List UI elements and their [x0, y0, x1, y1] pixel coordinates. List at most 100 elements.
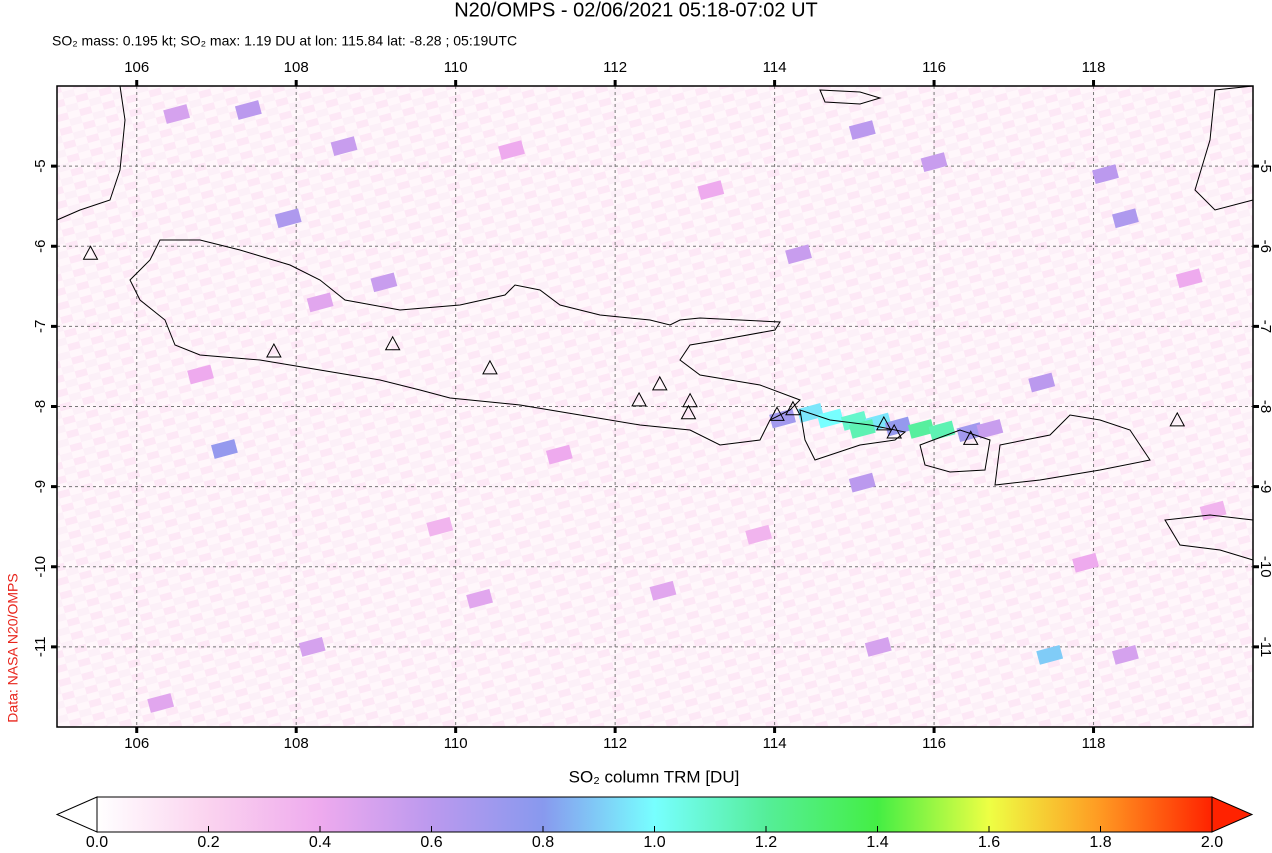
volcano	[682, 392, 698, 408]
y-tick-label: -9	[32, 480, 49, 493]
so2-pixel	[187, 364, 214, 385]
x-tick-label: 108	[284, 735, 309, 752]
x-tick-label: 118	[1082, 59, 1106, 76]
source-note: Data: NASA N20/OMPS	[5, 573, 21, 722]
so2-pixel	[274, 208, 302, 229]
so2-pixel	[163, 104, 191, 124]
volcano	[680, 404, 697, 420]
x-tick-label: 112	[603, 59, 627, 76]
so2-pixel	[545, 444, 573, 465]
so2-pixel	[649, 580, 677, 601]
y-tick-label: -8	[32, 400, 49, 413]
colorbar-segment	[431, 797, 544, 832]
colorbar-tick-label: 0.0	[86, 834, 108, 851]
volcano	[651, 375, 668, 391]
so2-pixel	[864, 637, 892, 657]
y-tick-label: -9	[1257, 480, 1272, 493]
volcano	[82, 245, 99, 260]
x-tick-label: 112	[603, 735, 627, 752]
colorbar-arrow-high	[1211, 796, 1254, 833]
x-tick-label: 116	[922, 735, 946, 752]
colorbar-tick-label: 0.2	[197, 834, 219, 851]
colorbar-tick-label: 1.4	[866, 834, 888, 851]
so2-pixel	[1072, 552, 1099, 573]
x-tick-label: 110	[444, 59, 468, 76]
so2-pixel	[370, 272, 398, 293]
x-tick-label: 110	[444, 735, 468, 752]
colorbar-segment	[989, 797, 1101, 832]
so2-pixel	[1112, 645, 1139, 665]
y-tick-label: -10	[1257, 556, 1272, 578]
y-tick-label: -5	[1257, 159, 1272, 172]
colorbar-segment	[1100, 797, 1213, 832]
x-tick-label: 114	[763, 735, 787, 752]
so2-pixel	[745, 524, 773, 545]
coastlines	[56, 85, 1254, 561]
so2-pixel	[848, 419, 876, 439]
colorbar-tick-label: 1.0	[643, 834, 665, 851]
colorbar-label: SO₂ column TRM [DU]	[569, 767, 740, 786]
so2-pixel	[976, 419, 1004, 439]
y-tick-label: -6	[1257, 240, 1272, 253]
so2-pixel	[1036, 645, 1064, 665]
colorbar-tick-label: 2.0	[1201, 834, 1223, 851]
x-tick-label: 106	[124, 59, 149, 76]
y-tick-label: -7	[32, 320, 49, 333]
colorbar-tick-label: 0.6	[420, 834, 442, 851]
so2-pixel	[298, 637, 326, 657]
colorbar-segment	[766, 797, 878, 832]
volcano	[785, 400, 801, 416]
so2-pixel	[466, 588, 493, 609]
so2-pixel	[1028, 372, 1056, 393]
so2-pixel	[147, 693, 175, 713]
colorbar-tick-label: 1.6	[978, 834, 1000, 851]
so2-pixel	[884, 416, 912, 437]
so2-pixel	[1112, 208, 1139, 229]
so2-pixel	[306, 292, 334, 313]
so2-pixel	[1175, 268, 1203, 289]
x-tick-label: 108	[284, 59, 309, 76]
so2-pixel	[234, 100, 262, 120]
volcano	[631, 391, 647, 407]
so2-pixel	[426, 516, 454, 537]
so2-pixel	[330, 136, 358, 156]
colorbar-tick-label: 1.8	[1089, 834, 1111, 851]
colorbar-tick-label: 1.2	[755, 834, 777, 851]
so2-pixel	[848, 120, 876, 140]
colorbar-segment	[97, 797, 209, 832]
volcano	[886, 423, 903, 439]
so2-pixel	[697, 180, 725, 201]
y-tick-label: -11	[32, 637, 49, 658]
chart-title: N20/OMPS - 02/06/2021 05:18-07:02 UT	[454, 0, 818, 21]
y-tick-label: -11	[1257, 637, 1272, 658]
x-tick-label: 106	[124, 735, 149, 752]
colorbar-segment	[877, 797, 990, 832]
so2-pixel	[1092, 164, 1119, 185]
so2-pixel	[498, 140, 525, 160]
y-tick-label: -7	[1257, 320, 1272, 333]
x-tick-label: 118	[1082, 735, 1106, 752]
y-tick-label: -10	[32, 556, 49, 578]
so2-pixel	[785, 244, 812, 265]
volcano	[875, 415, 892, 431]
volcano	[384, 335, 401, 351]
colorbar-tick-label: 0.4	[309, 834, 331, 851]
so2-pixel	[848, 472, 876, 493]
colorbar-segment	[208, 797, 321, 832]
volcano	[769, 406, 785, 421]
y-tick-label: -6	[32, 240, 49, 253]
colorbar-segment	[543, 797, 655, 832]
x-tick-label: 114	[763, 59, 787, 76]
colorbar-arrow-low	[55, 796, 98, 833]
so2-pixel	[920, 152, 948, 172]
volcano	[1169, 411, 1186, 427]
volcano	[266, 342, 282, 358]
x-tick-label: 116	[922, 59, 946, 76]
so2-pixel	[817, 408, 844, 429]
subtitle: SO₂ mass: 0.195 kt; SO₂ max: 1.19 DU at …	[52, 33, 517, 49]
colorbar-tick-label: 0.8	[532, 834, 554, 851]
colorbar-segment	[654, 797, 767, 832]
so2-pixel	[797, 403, 824, 423]
y-tick-label: -5	[32, 159, 49, 172]
